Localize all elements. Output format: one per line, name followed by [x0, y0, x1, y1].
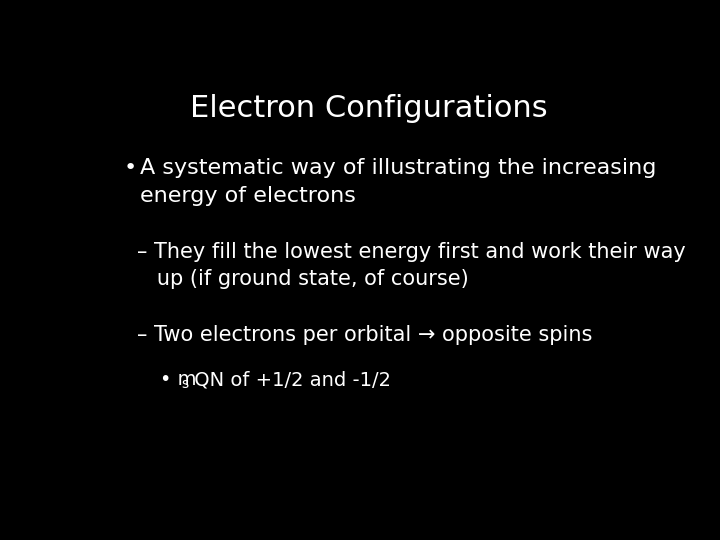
- Text: – Two electrons per orbital → opposite spins: – Two electrons per orbital → opposite s…: [138, 325, 593, 345]
- Text: A systematic way of illustrating the increasing
energy of electrons: A systematic way of illustrating the inc…: [140, 158, 657, 206]
- Text: •: •: [124, 158, 137, 178]
- Text: • m: • m: [160, 370, 197, 389]
- Text: Electron Configurations: Electron Configurations: [190, 94, 548, 123]
- Text: – They fill the lowest energy first and work their way
   up (if ground state, o: – They fill the lowest energy first and …: [138, 241, 686, 289]
- Text: QN of +1/2 and -1/2: QN of +1/2 and -1/2: [188, 370, 391, 389]
- Text: s: s: [181, 377, 188, 390]
